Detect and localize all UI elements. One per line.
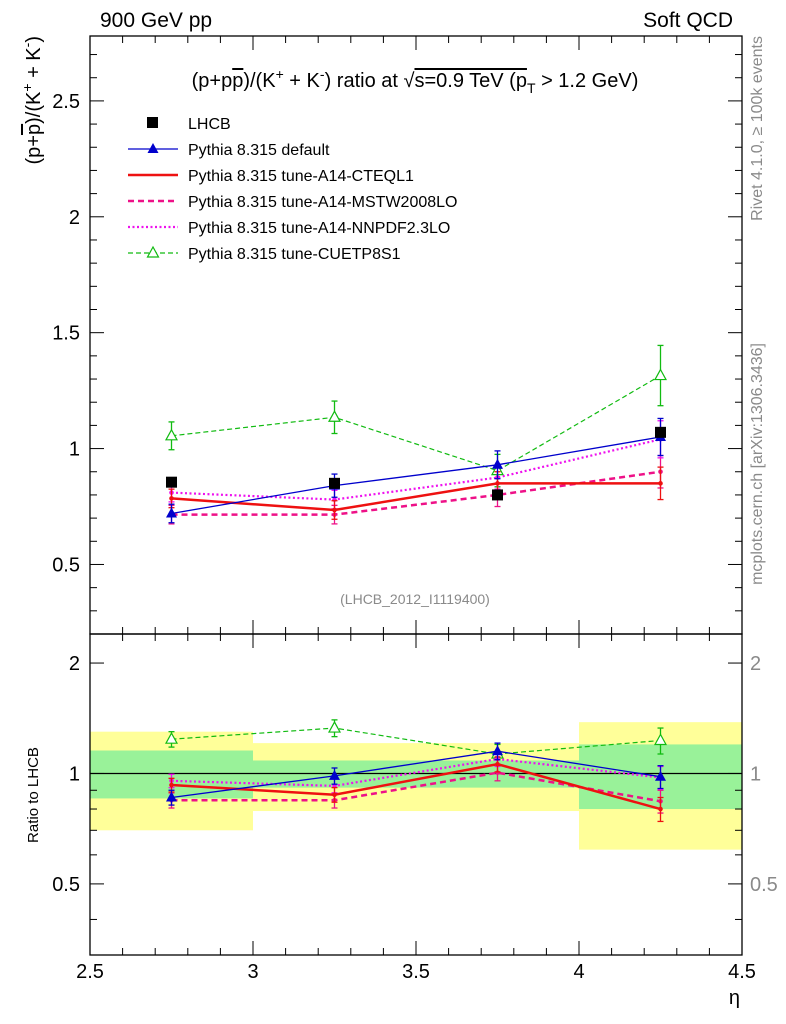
main-point-cteql1: [332, 507, 337, 513]
ratio-point-default: [166, 791, 177, 802]
main-point-cteql1: [169, 496, 174, 501]
legend-marker-lhcb: [147, 117, 158, 128]
ratio-y-tick-label: 0.5: [52, 874, 80, 896]
main-axis-ticks: 0.5 1 1.5 2 2.5: [52, 36, 743, 634]
main-point-lhcb: [655, 426, 666, 438]
legend-item-cuetp: Pythia 8.315 tune-CUETP8S1: [128, 245, 401, 263]
ratio-plot-area: [90, 719, 742, 850]
x-tick-label: 4: [573, 961, 584, 983]
ratio-point-cteql1: [658, 806, 663, 812]
ratio-y-tick-label-right: 1: [750, 763, 761, 785]
mcplots-text: mcplots.cern.ch [arXiv:1306.3436]: [749, 343, 766, 585]
main-point-lhcb: [329, 477, 340, 489]
header-left: 900 GeV pp: [100, 9, 212, 32]
x-tick-label: 3: [247, 961, 258, 983]
y-tick-label: 1.5: [52, 323, 80, 345]
main-panel: 0.5 1 1.5 2 2.5 (p+pp)/(K+ + K-) ratio at √s…: [19, 35, 743, 635]
y-tick-label: 1: [69, 439, 80, 461]
y-tick-label: 0.5: [52, 554, 80, 576]
ratio-y-axis-label: Ratio to LHCB: [25, 747, 42, 843]
ratio-y-tick-label: 1: [69, 763, 80, 785]
legend-item-mstw: Pythia 8.315 tune-A14-MSTW2008LO: [128, 194, 457, 211]
legend-label-mstw: Pythia 8.315 tune-A14-MSTW2008LO: [188, 194, 457, 211]
ratio-line-cuetp: [171, 727, 661, 755]
y-tick-label: 2: [69, 207, 80, 229]
legend-label-nnpdf: Pythia 8.315 tune-A14-NNPDF2.3LO: [188, 220, 450, 237]
y-axis-label: (p+p)/(K+ + K-): [19, 36, 45, 164]
legend-label-lhcb: LHCB: [188, 116, 231, 133]
ratio-point-default: [492, 745, 503, 756]
main-point-cuetp: [164, 428, 179, 441]
x-axis-label: η: [729, 987, 740, 1009]
main-point-cuetp: [653, 368, 668, 381]
ratio-axis-ticks: 2.5 3 3.5 4 4.5 0.5 0.5 1 1 2 2: [52, 634, 778, 983]
main-line-default: [171, 436, 661, 515]
main-point-lhcb: [492, 489, 503, 501]
x-tick-label: 3.5: [402, 961, 430, 983]
y-tick-label: 2.5: [52, 91, 80, 113]
legend: LHCB Pythia 8.315 default Pythia 8.315 t…: [128, 116, 457, 263]
x-tick-label: 2.5: [76, 961, 104, 983]
main-line-cuetp: [171, 375, 661, 472]
rivet-version-text: Rivet 4.1.0, ≥ 100k events: [749, 36, 766, 221]
ratio-point-cuetp: [653, 733, 668, 746]
main-line-nnpdf: [171, 438, 661, 501]
ratio-point-default: [655, 770, 666, 781]
ratio-point-cteql1: [332, 792, 337, 798]
main-line-mstw: [171, 470, 661, 516]
ratio-point-cuetp: [327, 720, 342, 733]
ratio-panel: 2.5 3 3.5 4 4.5 0.5 0.5 1 1 2 2 Ratio to LHCB: [25, 633, 778, 983]
ratio-y-tick-label-right: 2: [750, 653, 761, 675]
main-point-default: [492, 458, 503, 469]
ratio-line-default: [171, 750, 661, 799]
legend-item-default: Pythia 8.315 default: [128, 142, 330, 159]
chart-title: (p+pp)/(K+ + K-) ratio at √s=0.9 TeV (pT…: [192, 66, 639, 96]
main-line-cteql1: [171, 482, 661, 512]
ratio-point-cuetp: [164, 731, 179, 744]
x-tick-label: 4.5: [728, 961, 756, 983]
ratio-y-tick-label-right: 0.5: [750, 874, 778, 896]
legend-item-lhcb: LHCB: [147, 116, 231, 133]
main-point-cteql1: [658, 481, 663, 486]
legend-label-cteql1: Pythia 8.315 tune-A14-CTEQL1: [188, 168, 414, 185]
legend-label-default: Pythia 8.315 default: [188, 142, 330, 159]
main-point-default: [166, 507, 177, 518]
main-point-cteql1: [495, 481, 500, 486]
analysis-tag: (LHCB_2012_I1119400): [340, 591, 490, 607]
header-right: Soft QCD: [643, 9, 733, 32]
main-point-cuetp: [327, 410, 342, 422]
legend-marker-cuetp: [146, 245, 160, 258]
ratio-y-tick-label: 2: [69, 653, 80, 675]
main-point-lhcb: [166, 476, 177, 488]
legend-marker-default: [147, 143, 159, 153]
ratio-point-default: [329, 769, 340, 780]
legend-label-cuetp: Pythia 8.315 tune-CUETP8S1: [188, 246, 401, 263]
ratio-line-nnpdf: [171, 757, 661, 787]
ratio-line-cteql1: [171, 762, 661, 811]
ratio-point-cteql1: [495, 761, 500, 767]
main-plot-area: [164, 344, 668, 525]
ratio-point-cteql1: [169, 782, 174, 788]
legend-item-nnpdf: Pythia 8.315 tune-A14-NNPDF2.3LO: [128, 220, 450, 237]
legend-item-cteql1: Pythia 8.315 tune-A14-CTEQL1: [128, 168, 414, 185]
